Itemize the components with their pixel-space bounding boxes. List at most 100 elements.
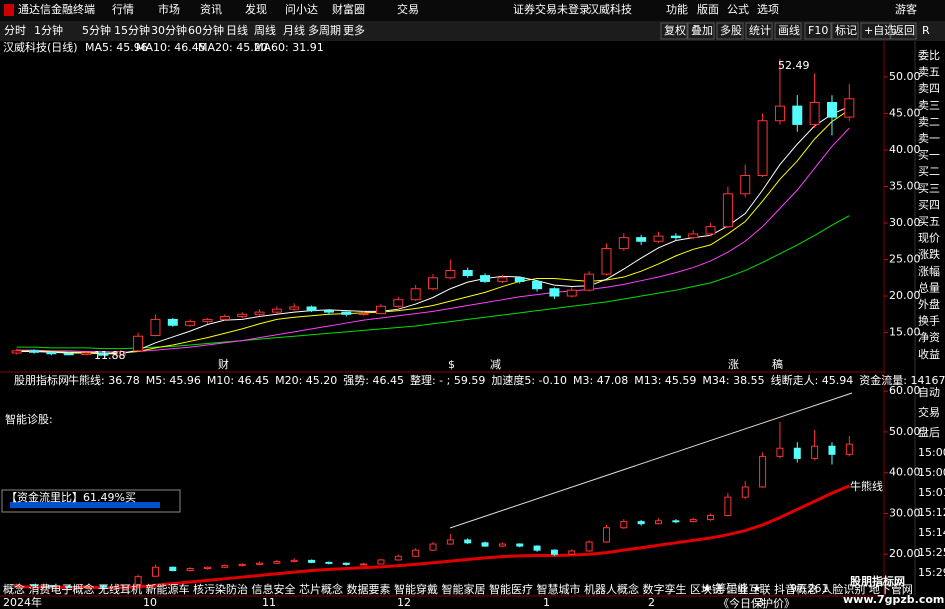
candle-body: [757, 120, 768, 177]
candle-body: [549, 288, 560, 297]
sidebar-label[interactable]: 15:01: [918, 486, 945, 499]
period-button[interactable]: 日线: [226, 23, 248, 37]
sidebar-label[interactable]: 卖二: [918, 115, 940, 128]
sidebar-label[interactable]: 卖四: [918, 82, 940, 95]
chart-title: 汉威科技(日线): [3, 40, 78, 54]
tool-button[interactable]: 多股: [720, 23, 742, 37]
candle-body: [811, 445, 819, 459]
menu-item[interactable]: 功能: [666, 2, 688, 16]
menu-item[interactable]: 资讯: [200, 3, 222, 16]
sidebar-label[interactable]: 15:14: [918, 526, 945, 539]
period-button[interactable]: 多周期: [308, 23, 341, 37]
period-button[interactable]: 5分钟: [82, 23, 111, 37]
candle-body: [47, 585, 55, 588]
candle-body: [377, 559, 385, 565]
candle-body: [394, 555, 402, 561]
candle-body: [30, 584, 38, 587]
tool-button[interactable]: 复权: [664, 23, 686, 37]
sidebar-label[interactable]: 买一: [918, 149, 940, 162]
indicator-value: 整理: - ; 59.59: [410, 373, 485, 387]
sidebar-label[interactable]: 买五: [918, 215, 940, 228]
period-button[interactable]: 周线: [254, 23, 276, 37]
sidebar-label[interactable]: 换手: [918, 314, 940, 328]
sidebar-label[interactable]: 15:25: [918, 546, 945, 559]
candle-body: [429, 543, 437, 551]
sidebar-label[interactable]: 15:00: [918, 466, 945, 479]
tool-button[interactable]: 返回: [893, 24, 915, 37]
sidebar-label[interactable]: 买二: [918, 165, 940, 178]
menu-item[interactable]: 公式: [727, 3, 749, 16]
sidebar-label[interactable]: 总量: [918, 280, 940, 294]
period-button[interactable]: 分时: [4, 24, 26, 37]
sidebar-label[interactable]: 收益: [918, 347, 940, 361]
y-tick-label: 45.00: [889, 106, 921, 119]
candle-body: [618, 237, 629, 250]
tool-frame: [745, 22, 773, 40]
candle-body: [134, 576, 142, 586]
tool-button[interactable]: +自选: [864, 24, 895, 37]
period-button[interactable]: 更多: [343, 23, 365, 37]
menu-item[interactable]: 发现: [245, 2, 267, 16]
period-button[interactable]: 30分钟: [151, 23, 187, 37]
candle-body: [289, 306, 300, 310]
candle-body: [670, 235, 681, 239]
period-button[interactable]: 15分钟: [114, 23, 150, 37]
menu-item[interactable]: 市场: [158, 2, 180, 16]
sidebar-label[interactable]: 涨跌: [918, 247, 940, 261]
candle-body: [63, 353, 74, 356]
sidebar-label[interactable]: 15:29: [918, 566, 945, 579]
menu-item[interactable]: 交易: [397, 2, 419, 16]
candle-body: [672, 520, 680, 523]
sidebar-label[interactable]: 买四: [918, 198, 940, 211]
period-button[interactable]: 60分钟: [188, 23, 224, 37]
candle-body: [636, 237, 647, 242]
series-label: 牛熊线: [850, 479, 883, 493]
signal-marker: 稿: [772, 357, 783, 371]
tool-button[interactable]: 统计: [749, 24, 771, 37]
chip-peak: ★ 筹码峰 ★: [702, 581, 762, 595]
candle-body: [342, 562, 350, 565]
sidebar-label[interactable]: 盘后: [918, 425, 940, 439]
user[interactable]: 游客: [895, 2, 917, 16]
sidebar-label[interactable]: 外盘: [918, 297, 940, 311]
candle-body: [689, 519, 697, 523]
candle-body: [514, 277, 525, 282]
x-tick-label: 12: [397, 596, 411, 609]
legend-entry: MA5: 45.96: [85, 41, 148, 54]
menu-item[interactable]: 行情: [112, 3, 134, 16]
candle-body: [219, 315, 230, 320]
sidebar-label[interactable]: 交易: [918, 405, 940, 419]
sidebar-label[interactable]: 委比: [918, 49, 940, 62]
candle-body: [516, 543, 524, 547]
candle-body: [792, 105, 803, 125]
tool-button[interactable]: 叠加: [691, 24, 713, 37]
sidebar-label[interactable]: 卖三: [918, 99, 940, 112]
sidebar-label[interactable]: 卖五: [918, 66, 940, 79]
sidebar-label[interactable]: 现价: [918, 232, 940, 245]
candle-body: [497, 277, 508, 282]
candle-body: [774, 105, 785, 122]
period-button[interactable]: 月线: [283, 23, 305, 37]
tool-button[interactable]: 画线: [778, 23, 800, 37]
candle-body: [844, 98, 855, 118]
candle-body: [498, 543, 506, 547]
indicator-value: M13: 45.59: [634, 374, 696, 387]
sidebar-label[interactable]: 买三: [918, 182, 940, 195]
tool-button[interactable]: 标记: [835, 23, 857, 37]
candle-body: [776, 447, 784, 457]
sidebar-label[interactable]: 15:00: [918, 446, 945, 459]
sidebar-label[interactable]: 15:12: [918, 506, 945, 519]
period-button[interactable]: 1分钟: [34, 23, 63, 37]
tool-frame: [687, 22, 715, 40]
candle-body: [620, 521, 628, 529]
sidebar-label[interactable]: 净资: [918, 330, 940, 344]
tool-button[interactable]: F10: [808, 24, 828, 37]
sidebar-label[interactable]: 自动: [918, 386, 940, 399]
menu-item[interactable]: 版面: [697, 2, 719, 16]
menu-item[interactable]: 选项: [757, 3, 779, 16]
sidebar-label[interactable]: 涨幅: [918, 265, 940, 278]
indicator-value: M10: 46.45: [207, 374, 269, 387]
sidebar-label[interactable]: 卖一: [918, 132, 940, 145]
menu-item[interactable]: 问小达: [285, 3, 318, 16]
menu-item[interactable]: 财富圈: [332, 2, 365, 16]
